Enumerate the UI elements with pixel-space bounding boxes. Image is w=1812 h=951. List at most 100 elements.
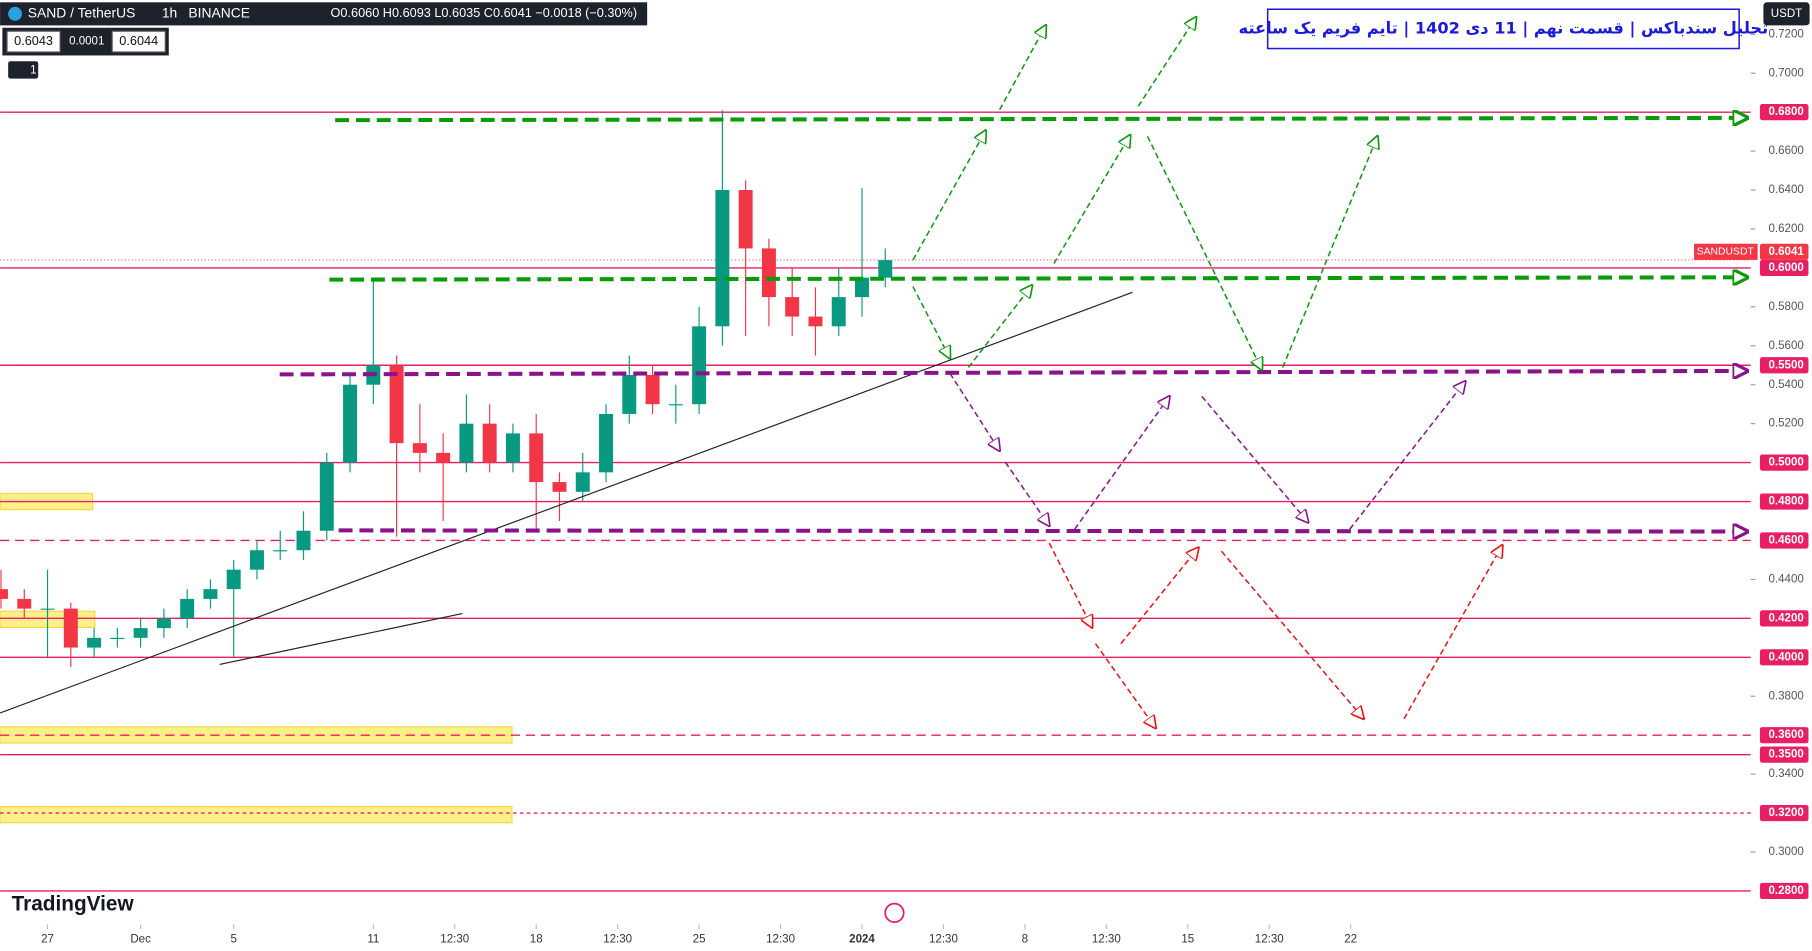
- level-label: 0.6000: [1769, 262, 1804, 274]
- y-tick-label: 0.6600: [1769, 145, 1804, 157]
- scenario-arrow: [1349, 381, 1466, 530]
- candle-body: [575, 472, 590, 492]
- zone: [0, 805, 513, 824]
- indicator-toggle[interactable]: [8, 61, 39, 79]
- y-tick-label: 0.3800: [1769, 690, 1804, 702]
- candle-body: [273, 550, 288, 552]
- x-tick-label: 12:30: [1255, 933, 1284, 945]
- candles: [0, 110, 893, 668]
- x-tick-label: 12:30: [929, 933, 958, 945]
- scenario-arrow: [912, 286, 950, 359]
- level-label: 0.3500: [1769, 749, 1804, 761]
- y-tick-label: 0.5400: [1769, 379, 1804, 391]
- candle-body: [110, 637, 125, 639]
- candle-body: [715, 190, 730, 327]
- candle-body: [249, 550, 264, 570]
- last-price-box: [1759, 243, 1809, 260]
- candle-body: [738, 190, 753, 249]
- candle-body: [552, 482, 567, 492]
- candle-body: [622, 374, 637, 414]
- candle-body: [878, 260, 893, 278]
- currency-button[interactable]: [1763, 2, 1810, 26]
- level-label: 0.4600: [1769, 535, 1804, 547]
- candle-body: [389, 365, 404, 444]
- level-label-box: [1759, 532, 1809, 549]
- x-tick-label: 22: [1344, 933, 1357, 945]
- candle-body: [343, 384, 358, 463]
- y-tick-label: 0.7000: [1769, 67, 1804, 79]
- price-axis: 0.7200 0.7000 0.6600 0.6400 0.6200 0.5800 0.56…: [41, 28, 1809, 945]
- candle-body: [203, 589, 218, 599]
- level-label: 0.4200: [1769, 612, 1804, 624]
- x-tick-label: 15: [1181, 933, 1194, 945]
- candle-body: [0, 589, 8, 599]
- scenario-arrow: [912, 131, 986, 261]
- bid[interactable]: 0.6043: [14, 33, 53, 48]
- level-label-box: [1759, 727, 1809, 744]
- y-tick-label: 0.3000: [1769, 846, 1804, 858]
- candle-body: [645, 374, 660, 405]
- candle-body: [226, 569, 241, 590]
- candle-body: [692, 326, 707, 405]
- level-label: 0.2800: [1769, 885, 1804, 897]
- indicator-count: 1: [30, 65, 36, 77]
- levels: [0, 111, 1751, 892]
- level-label-box: [1759, 454, 1809, 471]
- ask-box: [111, 30, 166, 53]
- scenario-arrow: [1048, 542, 1092, 627]
- scenario-arrow: [949, 372, 1000, 450]
- y-tick-label: 0.5600: [1769, 340, 1804, 352]
- x-tick-label: 27: [41, 933, 54, 945]
- x-tick-label: 8: [1022, 933, 1028, 945]
- level-label-box: [1759, 882, 1809, 900]
- x-tick-label: 12:30: [766, 933, 795, 945]
- level-label-box: [1759, 104, 1809, 121]
- title-box: [1266, 8, 1740, 50]
- candle-body: [668, 404, 683, 406]
- candle-body: [133, 628, 148, 638]
- header-bar: [0, 2, 648, 26]
- interval: 1h: [162, 5, 177, 21]
- candle-body: [855, 277, 869, 298]
- event-icon[interactable]: [884, 902, 905, 923]
- scenario-arrow: [1146, 136, 1262, 369]
- symbol: SAND / TetherUS: [28, 5, 136, 21]
- level-label-box: [1759, 649, 1809, 666]
- candle-body: [156, 618, 171, 629]
- level-label: 0.3600: [1769, 729, 1804, 741]
- candle-body: [63, 608, 78, 648]
- y-tick-label: 0.3400: [1769, 768, 1804, 780]
- ask[interactable]: 0.6044: [119, 33, 158, 48]
- target-line: [335, 118, 1747, 120]
- candle-body: [17, 598, 32, 609]
- support-line: [279, 371, 1748, 374]
- last-price-name: SANDUSDT: [1697, 247, 1755, 258]
- level-label: 0.5000: [1769, 457, 1804, 469]
- candle-body: [599, 413, 614, 473]
- level-label: 0.3200: [1769, 807, 1804, 819]
- scenario-arrow: [1220, 550, 1363, 719]
- candle-body: [529, 433, 544, 483]
- candle-body: [436, 452, 451, 463]
- scenario-arrow: [1094, 643, 1156, 728]
- chart-title: تحلیل سندباکس | قسمت نهم | 11 دی 1402 | …: [1239, 18, 1769, 38]
- highlight-zones: [0, 492, 513, 824]
- scenario-arrow: [1282, 136, 1378, 368]
- candle-body: [412, 443, 427, 453]
- candle-body: [180, 598, 195, 619]
- x-tick-label: Dec: [130, 933, 151, 945]
- x-tick-label: 18: [530, 933, 543, 945]
- scenario-arrow: [1004, 461, 1049, 526]
- x-tick-label: 11: [367, 933, 379, 945]
- level-label-box: [1759, 493, 1809, 510]
- candle-body: [87, 637, 102, 648]
- y-tick-label: 0.6400: [1769, 184, 1804, 196]
- candle-body: [319, 462, 334, 531]
- x-tick-label: 25: [693, 933, 706, 945]
- candle-body: [808, 316, 823, 327]
- spread: 0.0001: [69, 36, 104, 48]
- level-label-box: [1759, 746, 1809, 763]
- exchange: BINANCE: [188, 5, 250, 21]
- y-tick-label: 0.5800: [1769, 301, 1804, 313]
